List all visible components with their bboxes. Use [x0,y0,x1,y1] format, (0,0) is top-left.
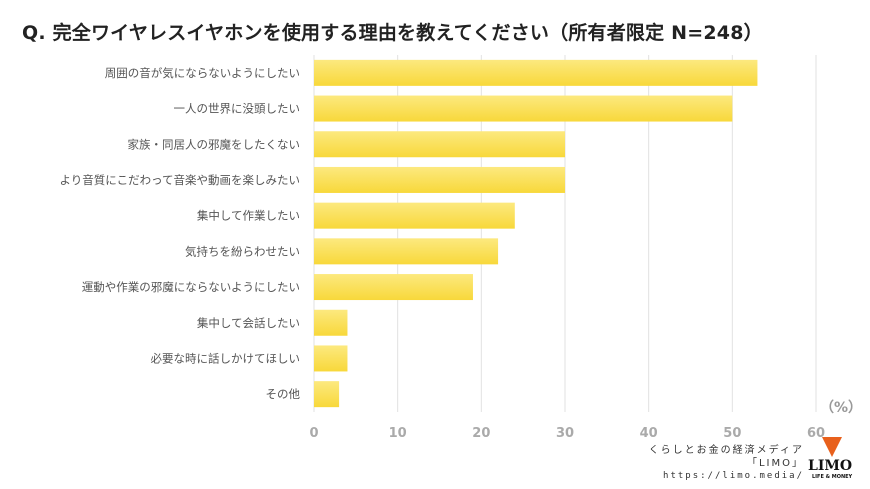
category-label: 家族・同居人の邪魔をしたくない [128,137,301,151]
x-tick-label: 50 [723,426,741,441]
category-label: 気持ちを紛らわせたい [185,244,300,258]
chart-title: Q. 完全ワイヤレスイヤホンを使用する理由を教えてください（所有者限定 N=24… [22,22,763,44]
category-label: 運動や作業の邪魔にならないようにしたい [82,280,300,294]
x-tick-label: 40 [640,426,658,441]
category-label: 必要な時に話しかけてほしい [151,351,301,365]
bar [314,59,758,86]
bar [314,345,348,372]
bar [314,166,565,193]
unit-label: （%） [820,400,863,416]
bar [314,238,499,265]
bar [314,381,340,408]
credit-line1: くらしとお金の経済メディア [648,445,804,456]
credit-line2: 「LIMO」 [746,458,804,469]
bar [314,202,515,229]
category-label: 一人の世界に没頭したい [174,102,301,116]
bar [314,274,473,301]
x-tick-label: 0 [309,426,318,441]
logo-text: LIMO [808,458,853,474]
category-label: より音質にこだわって音楽や動画を楽しみたい [60,173,300,187]
x-tick-label: 10 [389,426,407,441]
x-tick-label: 20 [472,426,490,441]
x-tick-label: 60 [807,426,825,441]
credit-url: https://limo.media/ [663,471,804,481]
category-label: 集中して会話したい [197,316,300,330]
category-label: 集中して作業したい [197,209,300,223]
x-tick-label: 30 [556,426,574,441]
bar [314,131,565,158]
credit: くらしとお金の経済メディア 「LIMO」 https://limo.media/ [649,444,804,483]
category-label: 周囲の音が気にならないようにしたい [105,66,300,80]
fox-icon [822,437,842,457]
limo-logo: LIMO LIFE & MONEY [808,437,854,481]
bar [314,95,733,122]
bar [314,309,348,336]
category-label: その他 [266,387,301,401]
logo-sub: LIFE & MONEY [812,474,853,480]
